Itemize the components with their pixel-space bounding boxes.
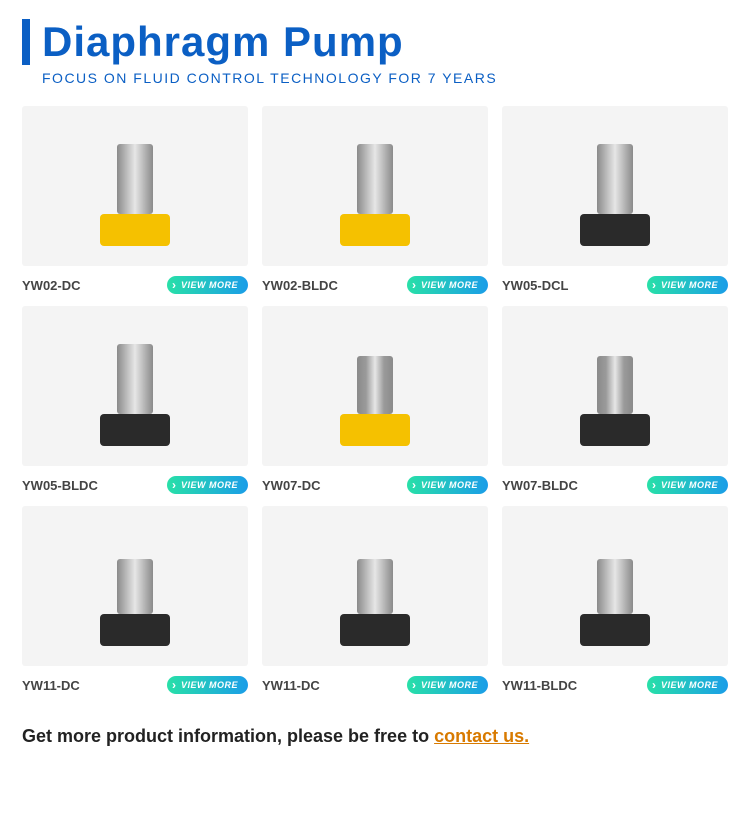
- product-card: YW02-DC VIEW MORE: [22, 106, 248, 294]
- product-label: YW11-DC: [22, 678, 80, 693]
- product-label: YW02-DC: [22, 278, 81, 293]
- view-more-button[interactable]: VIEW MORE: [407, 676, 488, 694]
- product-card: YW02-BLDC VIEW MORE: [262, 106, 488, 294]
- product-image: [262, 106, 488, 266]
- card-footer: YW11-DC VIEW MORE: [262, 676, 488, 694]
- product-image: [22, 506, 248, 666]
- product-card: YW07-BLDC VIEW MORE: [502, 306, 728, 494]
- view-more-button[interactable]: VIEW MORE: [407, 276, 488, 294]
- view-more-button[interactable]: VIEW MORE: [407, 476, 488, 494]
- card-footer: YW02-BLDC VIEW MORE: [262, 276, 488, 294]
- product-card: YW11-DC VIEW MORE: [22, 506, 248, 694]
- pump-illustration: [100, 344, 170, 446]
- product-card: YW07-DC VIEW MORE: [262, 306, 488, 494]
- card-footer: YW07-BLDC VIEW MORE: [502, 476, 728, 494]
- product-label: YW02-BLDC: [262, 278, 338, 293]
- pump-base-icon: [340, 214, 410, 246]
- product-image: [502, 306, 728, 466]
- product-grid: YW02-DC VIEW MORE YW02-BLDC VIEW MORE YW…: [0, 96, 750, 704]
- pump-base-icon: [100, 214, 170, 246]
- pump-illustration: [340, 559, 410, 646]
- title-accent-bar: [22, 19, 30, 65]
- pump-illustration: [580, 356, 650, 446]
- pump-illustration: [340, 144, 410, 246]
- card-footer: YW05-DCL VIEW MORE: [502, 276, 728, 294]
- card-footer: YW02-DC VIEW MORE: [22, 276, 248, 294]
- product-label: YW11-DC: [262, 678, 320, 693]
- product-label: YW07-DC: [262, 478, 321, 493]
- product-image: [502, 106, 728, 266]
- pump-illustration: [100, 144, 170, 246]
- product-image: [22, 306, 248, 466]
- product-image: [22, 106, 248, 266]
- view-more-button[interactable]: VIEW MORE: [647, 476, 728, 494]
- product-card: YW05-DCL VIEW MORE: [502, 106, 728, 294]
- pump-motor-icon: [597, 356, 633, 414]
- view-more-button[interactable]: VIEW MORE: [167, 476, 248, 494]
- product-label: YW05-DCL: [502, 278, 568, 293]
- card-footer: YW07-DC VIEW MORE: [262, 476, 488, 494]
- pump-illustration: [100, 559, 170, 646]
- card-footer: YW11-BLDC VIEW MORE: [502, 676, 728, 694]
- product-image: [262, 306, 488, 466]
- pump-base-icon: [340, 414, 410, 446]
- pump-base-icon: [100, 414, 170, 446]
- pump-motor-icon: [357, 144, 393, 214]
- pump-motor-icon: [357, 559, 393, 614]
- pump-illustration: [340, 356, 410, 446]
- product-card: YW11-DC VIEW MORE: [262, 506, 488, 694]
- pump-base-icon: [580, 214, 650, 246]
- view-more-button[interactable]: VIEW MORE: [167, 276, 248, 294]
- product-card: YW05-BLDC VIEW MORE: [22, 306, 248, 494]
- product-image: [262, 506, 488, 666]
- pump-base-icon: [100, 614, 170, 646]
- view-more-button[interactable]: VIEW MORE: [167, 676, 248, 694]
- contact-link[interactable]: contact us.: [434, 726, 529, 746]
- pump-motor-icon: [117, 144, 153, 214]
- card-footer: YW05-BLDC VIEW MORE: [22, 476, 248, 494]
- pump-motor-icon: [597, 559, 633, 614]
- pump-motor-icon: [357, 356, 393, 414]
- title-row: Diaphragm Pump: [22, 18, 728, 66]
- header: Diaphragm Pump FOCUS ON FLUID CONTROL TE…: [0, 0, 750, 96]
- footer-text: Get more product information, please be …: [0, 704, 750, 767]
- product-card: YW11-BLDC VIEW MORE: [502, 506, 728, 694]
- footer-prefix: Get more product information, please be …: [22, 726, 434, 746]
- pump-base-icon: [580, 614, 650, 646]
- view-more-button[interactable]: VIEW MORE: [647, 276, 728, 294]
- page-title: Diaphragm Pump: [42, 18, 404, 66]
- pump-motor-icon: [597, 144, 633, 214]
- pump-motor-icon: [117, 559, 153, 614]
- product-image: [502, 506, 728, 666]
- pump-base-icon: [580, 414, 650, 446]
- view-more-button[interactable]: VIEW MORE: [647, 676, 728, 694]
- pump-illustration: [580, 559, 650, 646]
- card-footer: YW11-DC VIEW MORE: [22, 676, 248, 694]
- pump-illustration: [580, 144, 650, 246]
- product-label: YW05-BLDC: [22, 478, 98, 493]
- product-label: YW11-BLDC: [502, 678, 577, 693]
- product-label: YW07-BLDC: [502, 478, 578, 493]
- pump-motor-icon: [117, 344, 153, 414]
- page-subtitle: FOCUS ON FLUID CONTROL TECHNOLOGY FOR 7 …: [42, 70, 728, 86]
- pump-base-icon: [340, 614, 410, 646]
